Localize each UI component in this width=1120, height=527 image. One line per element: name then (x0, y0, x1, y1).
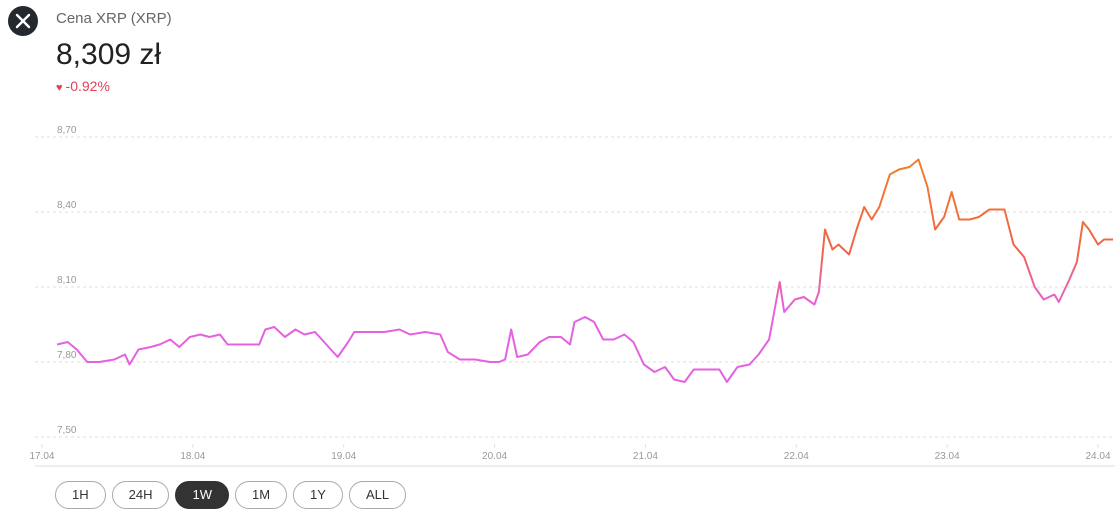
price-change: ♥ -0.92% (56, 78, 110, 94)
range-button[interactable]: 24H (111, 481, 170, 509)
x-tick-label: 20.04 (482, 451, 507, 462)
y-tick-label: 7,50 (57, 425, 77, 436)
range-button[interactable]: 1H (55, 481, 106, 509)
coin-glyph (15, 13, 31, 29)
range-button[interactable]: ALL (348, 481, 407, 509)
change-value: -0.92% (65, 78, 110, 94)
y-tick-label: 7,80 (57, 350, 77, 361)
price: 8,309 zł (56, 38, 162, 71)
x-tick-label: 18.04 (180, 451, 205, 462)
chart: 7,50 7,80 8,10 8,40 8,70 17.04 18.04 19.04 20.04… (29, 125, 1115, 467)
range-button[interactable]: 1M (234, 481, 288, 509)
x-tick-label: 17.04 (29, 451, 54, 462)
range-button[interactable]: 1Y (293, 481, 343, 509)
x-tick-label: 22.04 (784, 451, 809, 462)
x-tick-label: 24.04 (1085, 451, 1110, 462)
price-line (56, 158, 1114, 383)
coin-icon (8, 6, 38, 36)
y-tick-label: 8,70 (57, 125, 77, 136)
x-tick-label: 23.04 (935, 451, 960, 462)
y-tick-label: 8,10 (57, 275, 77, 286)
x-tick-label: 21.04 (633, 451, 658, 462)
range-buttons: 1H 24H 1W 1M 1Y ALL (55, 481, 407, 509)
range-button[interactable]: 1W (175, 481, 229, 509)
coin-title: Cena XRP (XRP) (56, 10, 172, 27)
y-tick-label: 8,40 (57, 200, 77, 211)
x-tick-label: 19.04 (331, 451, 356, 462)
change-icon: ♥ (56, 82, 63, 94)
